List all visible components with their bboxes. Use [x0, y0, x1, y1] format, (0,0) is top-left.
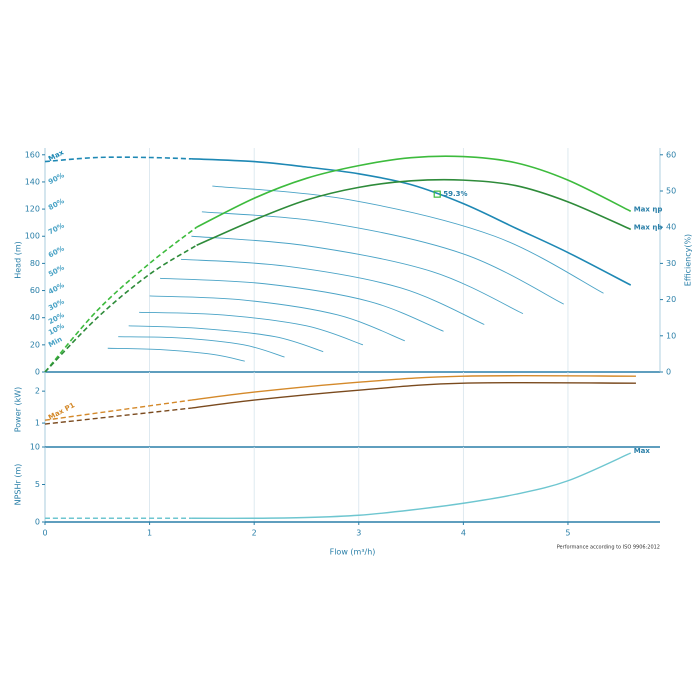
series-label: Max P1 — [47, 401, 76, 422]
series-label: Min — [47, 335, 63, 349]
y2-axis-label: Efficiency(%) — [684, 234, 693, 286]
line — [107, 347, 245, 362]
line — [118, 336, 285, 358]
line — [191, 235, 524, 315]
y2-tick-label: 20 — [666, 295, 676, 304]
line — [149, 295, 405, 342]
series-label: Max — [634, 447, 651, 455]
line — [196, 155, 632, 228]
series-label: Max ηp — [634, 205, 663, 213]
y-axis-label: NPSHr (m) — [14, 464, 23, 506]
y-tick-label: 5 — [35, 480, 40, 489]
series-label: 40% — [47, 281, 66, 296]
y-tick-label: 60 — [30, 286, 40, 295]
x-tick-label: 3 — [356, 529, 361, 538]
line — [196, 178, 632, 247]
y-tick-label: 100 — [25, 232, 40, 241]
y2-tick-label: 0 — [666, 368, 671, 377]
line — [160, 277, 444, 332]
y-tick-label: 10 — [30, 443, 40, 452]
y2-tick-label: 50 — [666, 186, 676, 195]
series-label: 60% — [47, 245, 66, 260]
line — [139, 311, 364, 346]
annotation: 59.3% — [443, 190, 467, 198]
line — [191, 381, 636, 409]
y-tick-label: 160 — [25, 150, 40, 159]
y-tick-label: 2 — [35, 387, 40, 396]
x-tick-label: 0 — [42, 529, 47, 538]
y-axis-label: Head (m) — [14, 241, 23, 279]
line — [180, 258, 485, 325]
y-tick-label: 20 — [30, 340, 40, 349]
line-dashed — [44, 399, 192, 421]
x-tick-label: 4 — [461, 529, 466, 538]
series-label: 30% — [47, 298, 66, 313]
x-tick-label: 2 — [252, 529, 257, 538]
y2-tick-label: 60 — [666, 150, 676, 159]
y-tick-label: 0 — [35, 518, 40, 527]
y2-tick-label: 10 — [666, 331, 676, 340]
line-dashed — [44, 156, 192, 163]
line — [201, 211, 564, 305]
line — [191, 452, 631, 520]
x-axis-label: Flow (m³/h) — [330, 548, 376, 557]
line — [191, 158, 632, 286]
y-tick-label: 80 — [30, 259, 40, 268]
line — [128, 325, 324, 353]
y2-tick-label: 30 — [666, 259, 676, 268]
series-label: 90% — [47, 171, 66, 186]
y-tick-label: 140 — [25, 177, 40, 186]
line-dashed — [44, 226, 198, 373]
x-tick-label: 1 — [147, 529, 152, 538]
y2-tick-label: 40 — [666, 223, 676, 232]
line — [191, 375, 636, 401]
series-label: Max ηb — [634, 223, 663, 231]
series-label: 70% — [47, 221, 66, 236]
line — [212, 185, 604, 294]
y-axis-label: Power (kW) — [14, 387, 23, 433]
series-label: 80% — [47, 197, 66, 212]
annotation-marker — [433, 190, 441, 198]
y-tick-label: 1 — [35, 419, 40, 428]
y-tick-label: 120 — [25, 205, 40, 214]
y-tick-label: 40 — [30, 313, 40, 322]
series-label: 50% — [47, 264, 66, 279]
y-tick-label: 0 — [35, 368, 40, 377]
line-dashed — [44, 244, 198, 373]
note: Performance according to ISO 9906:2012 — [557, 545, 660, 551]
x-tick-label: 5 — [565, 529, 570, 538]
line-dashed — [44, 407, 192, 425]
